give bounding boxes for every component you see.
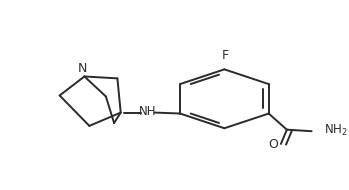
Text: N: N bbox=[78, 62, 88, 75]
Text: F: F bbox=[222, 49, 229, 62]
Text: O: O bbox=[269, 138, 279, 151]
Text: NH: NH bbox=[139, 105, 157, 118]
Text: NH$_2$: NH$_2$ bbox=[324, 123, 348, 138]
